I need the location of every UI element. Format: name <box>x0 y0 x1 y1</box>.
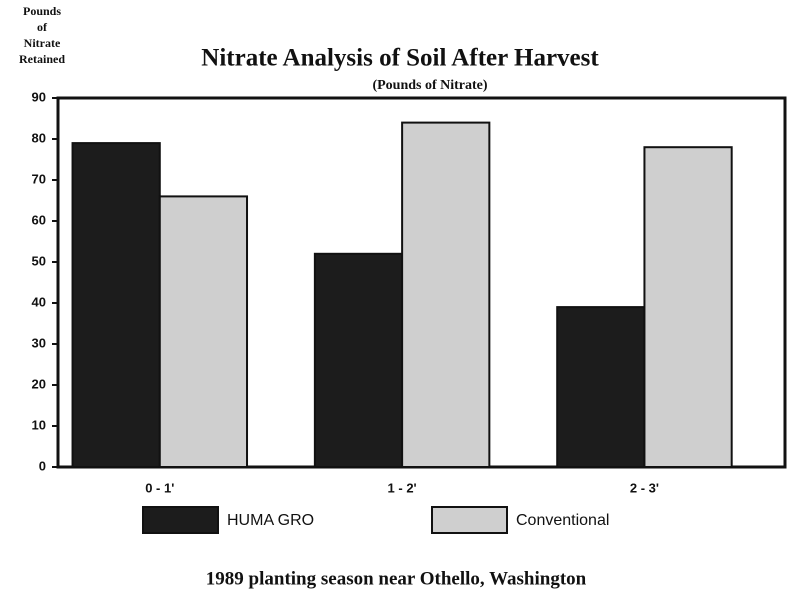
y-axis-label: of <box>37 20 48 34</box>
y-axis-label: Pounds <box>23 4 61 18</box>
legend-label: HUMA GRO <box>227 512 314 529</box>
bar <box>158 195 249 468</box>
y-tick-label: 70 <box>32 171 46 186</box>
y-tick-label: 60 <box>32 212 46 227</box>
x-tick-label: 0 - 1' <box>145 480 174 495</box>
bar <box>401 121 491 468</box>
y-axis-label: Nitrate <box>24 36 61 50</box>
y-tick-label: 80 <box>32 130 46 145</box>
bar <box>556 306 646 468</box>
legend-label: Conventional <box>516 512 609 529</box>
chart-subtitle: (Pounds of Nitrate) <box>372 78 487 93</box>
bar <box>71 142 161 468</box>
y-tick-label: 20 <box>32 376 46 391</box>
y-tick-label: 50 <box>32 253 46 268</box>
y-tick-label: 10 <box>32 417 46 432</box>
y-axis-label: Retained <box>19 52 65 66</box>
legend-swatch <box>142 506 219 534</box>
legend-swatch <box>431 506 508 534</box>
bar <box>643 146 733 468</box>
x-tick-label: 2 - 3' <box>630 480 659 495</box>
chart-title: Nitrate Analysis of Soil After Harvest <box>201 45 599 72</box>
y-tick-label: 40 <box>32 294 46 309</box>
y-tick-label: 30 <box>32 335 46 350</box>
bar <box>313 252 404 468</box>
y-tick-label: 0 <box>39 458 46 473</box>
footer: 1989 planting season near Othello, Washi… <box>206 568 587 589</box>
y-tick-label: 90 <box>32 89 46 104</box>
x-tick-label: 1 - 2' <box>388 480 417 495</box>
